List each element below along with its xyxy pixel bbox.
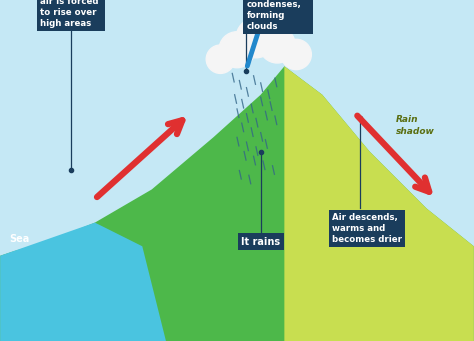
Text: It rains: It rains [241,237,280,247]
Circle shape [259,27,295,63]
Text: Air cools and
condenses,
forming
clouds: Air cools and condenses, forming clouds [246,0,310,31]
Circle shape [281,39,311,70]
Polygon shape [284,66,474,341]
Circle shape [236,18,276,58]
Text: Rain
shadow: Rain shadow [396,116,435,136]
Text: Warm, moist
air is forced
to rise over
high areas: Warm, moist air is forced to rise over h… [40,0,102,28]
Polygon shape [0,223,166,341]
Polygon shape [0,66,474,341]
Text: Air descends,
warms and
becomes drier: Air descends, warms and becomes drier [332,213,402,244]
Circle shape [206,45,235,73]
Text: Sea: Sea [9,234,30,244]
Circle shape [219,32,255,68]
